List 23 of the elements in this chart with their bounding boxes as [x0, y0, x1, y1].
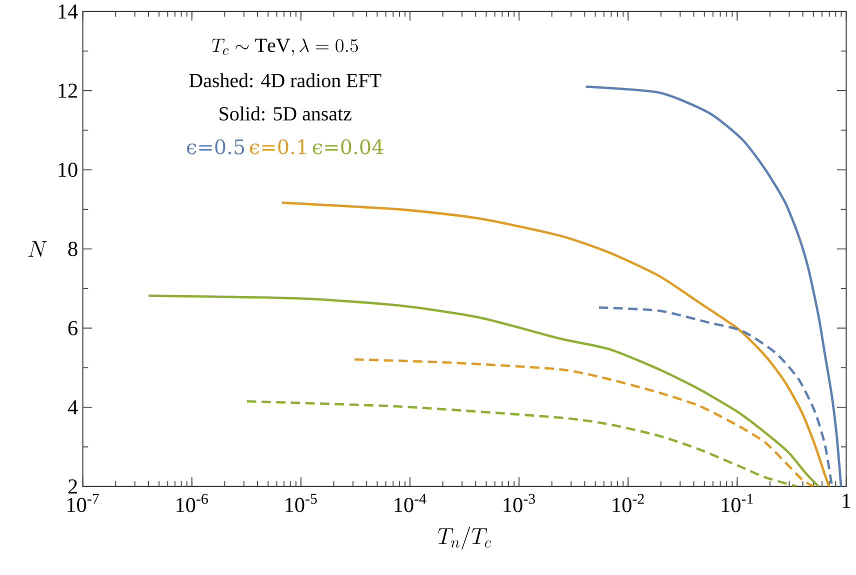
text: ϵ=0.1: [250, 139, 306, 154]
y-tick-label: 2: [68, 479, 77, 494]
x-tick-label: 10$^{-7}$: [68, 494, 99, 512]
y-tick-label: 10: [58, 162, 78, 177]
x-tick-label: 10$^{-4}$: [394, 494, 426, 512]
y-tick-label: 12: [58, 83, 77, 98]
x-tick-label: 1: [842, 494, 850, 508]
y-tick-label: 4: [68, 400, 78, 414]
x-tick-label: 10$^{-2}$: [612, 494, 644, 512]
annotation: Solid: 5D ansatz: [220, 106, 352, 121]
x-tick-label: 10$^{-5}$: [286, 494, 317, 512]
text: ϵ=0.5: [186, 139, 244, 154]
annotation: $T_c \sim \mathrm{TeV}, \lambda = 0.5$: [212, 38, 358, 56]
text: ϵ=0.04: [312, 139, 384, 154]
x-tick-label: 10$^{-3}$: [504, 494, 535, 512]
x-tick-label: 10$^{-1}$: [722, 494, 753, 512]
y-tick-label: 6: [68, 320, 78, 336]
x-axis-title: $T_n/T_c$: [438, 526, 491, 550]
x-tick-label: 10$^{-6}$: [176, 494, 208, 512]
y-tick-label: 8: [68, 242, 78, 256]
annotation: Dashed: 4D radion EFT: [189, 73, 382, 88]
y-tick-label: 14: [58, 4, 78, 18]
y-axis-title: $N$: [28, 240, 48, 257]
